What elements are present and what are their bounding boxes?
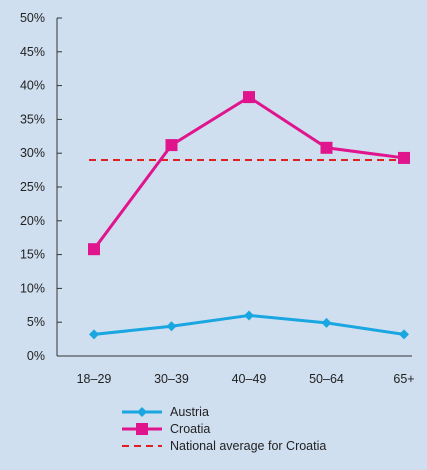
data-point-austria <box>166 321 177 332</box>
data-point-austria <box>399 329 409 340</box>
y-tick-label: 15% <box>20 248 45 262</box>
y-tick-label: 25% <box>20 180 45 194</box>
data-point-austria <box>89 329 99 340</box>
data-point-austria <box>321 317 332 328</box>
y-tick-label: 50% <box>20 11 45 25</box>
data-point-croatia <box>88 243 100 256</box>
legend-label-croatia: Croatia <box>170 422 210 436</box>
legend-marker-austria <box>137 407 147 417</box>
legend: Austria Croatia National average for Croat… <box>122 405 326 453</box>
x-axis-ticks: 18–29 30–39 40–49 50–64 65+ <box>77 372 415 386</box>
y-tick-label: 30% <box>20 146 45 160</box>
data-point-croatia <box>398 151 410 164</box>
x-tick-label: 30–39 <box>154 372 189 386</box>
legend-marker-croatia <box>136 423 148 435</box>
y-tick-label: 45% <box>20 45 45 59</box>
x-tick-label: 50–64 <box>309 372 344 386</box>
y-tick-label: 10% <box>20 281 45 295</box>
y-tick-label: 40% <box>20 79 45 93</box>
y-tick-label: 5% <box>27 315 45 329</box>
series-line-croatia <box>92 95 405 251</box>
data-point-croatia <box>165 139 178 152</box>
data-point-croatia <box>320 141 333 154</box>
x-tick-label: 40–49 <box>232 372 267 386</box>
y-axis-ticks: 0% 5% 10% 15% 20% 25% 30% 35% 40% 45% 50% <box>20 11 62 363</box>
y-tick-label: 20% <box>20 214 45 228</box>
data-point-austria <box>244 310 254 321</box>
legend-label-austria: Austria <box>170 405 209 419</box>
series-group <box>88 91 410 340</box>
data-point-croatia <box>243 91 255 104</box>
y-tick-label: 35% <box>20 112 45 126</box>
y-tick-label: 0% <box>27 349 45 363</box>
x-tick-label: 18–29 <box>77 372 112 386</box>
legend-label-national-average: National average for Croatia <box>170 439 326 453</box>
x-tick-label: 65+ <box>393 372 414 386</box>
